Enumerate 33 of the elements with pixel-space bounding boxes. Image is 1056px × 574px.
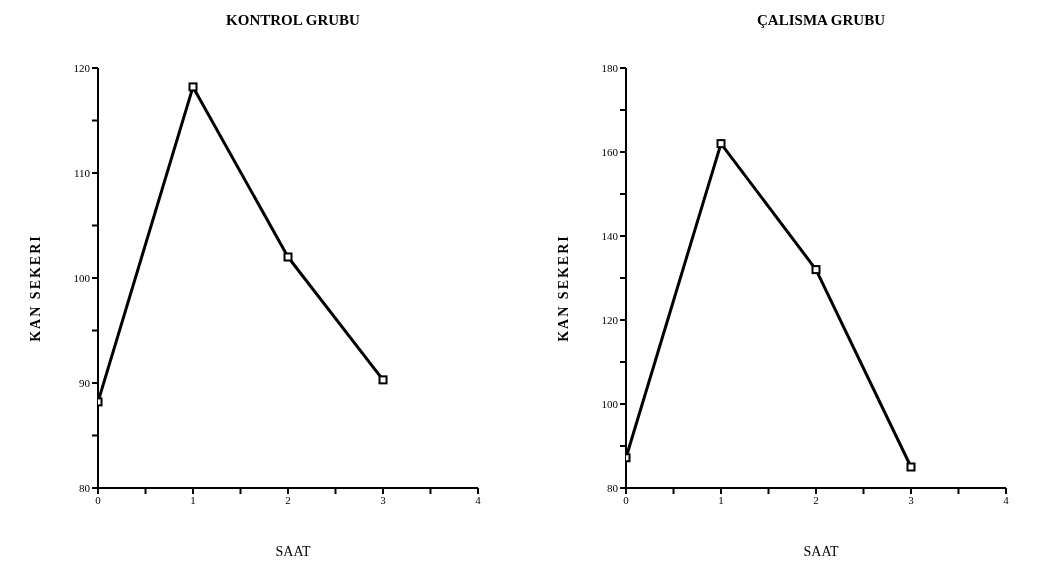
y-tick-label: 90 <box>79 376 91 389</box>
y-tick-label: 140 <box>601 229 619 242</box>
y-tick-label: 180 <box>601 61 619 74</box>
y-tick-label: 80 <box>607 481 619 494</box>
point <box>811 265 821 275</box>
x-tick-label: 1 <box>190 493 196 506</box>
x-tick-label: 2 <box>285 493 291 506</box>
x-axis-title: SAAT <box>802 544 840 560</box>
x-tick-label: 0 <box>623 493 630 506</box>
chart-title: ÇALISMA GRUBU <box>756 12 886 29</box>
x-tick-label: 2 <box>813 493 819 506</box>
y-axis-title: KAN SEKERI <box>28 234 44 342</box>
x-tick-label: 3 <box>380 493 387 506</box>
y-tick-label: 110 <box>73 166 91 179</box>
chart-title: KONTROL GRUBU <box>225 12 361 29</box>
y-tick-label: 120 <box>601 313 619 326</box>
point <box>906 462 916 472</box>
point <box>188 82 198 92</box>
x-tick-label: 1 <box>718 493 724 506</box>
x-axis-title: SAAT <box>274 544 312 560</box>
point <box>716 139 726 149</box>
y-tick-label: 80 <box>79 481 91 494</box>
y-axis-title: KAN SEKERI <box>556 234 572 342</box>
y-tick-label: 100 <box>73 271 91 284</box>
x-tick-label: 3 <box>908 493 915 506</box>
y-tick-label: 160 <box>601 145 619 158</box>
x-tick-label: 0 <box>95 493 102 506</box>
point <box>283 252 293 262</box>
y-tick-label: 120 <box>73 61 91 74</box>
y-tick-label: 100 <box>601 397 619 410</box>
x-tick-label: 4 <box>1003 493 1010 506</box>
point <box>378 375 388 385</box>
x-tick-label: 4 <box>475 493 482 506</box>
